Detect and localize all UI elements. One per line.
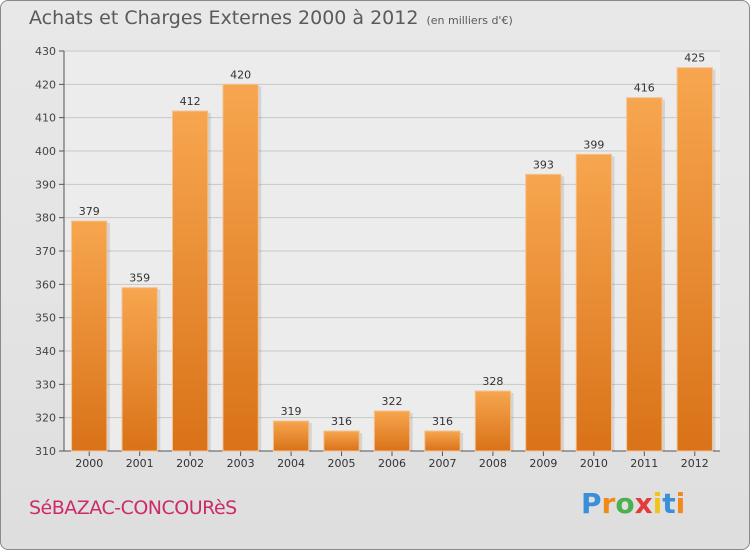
y-tick-label: 350 <box>35 312 56 325</box>
chart-subtitle: (en milliers d'€) <box>426 14 513 27</box>
data-label: 359 <box>129 272 150 285</box>
x-tick-label: 2012 <box>681 457 709 470</box>
town-name: SéBAZAC-CONCOURèS <box>29 497 237 519</box>
y-tick-label: 320 <box>35 412 56 425</box>
x-tick-label: 2005 <box>328 457 356 470</box>
y-tick-label: 390 <box>35 178 56 191</box>
logo-letter: P <box>581 487 602 520</box>
x-tick-label: 2003 <box>227 457 255 470</box>
label-layer: 2000 379 2001 359 2002 412 2003 420 2004 319 2005 3… <box>75 52 709 470</box>
bar-2005 <box>323 430 360 452</box>
chart-title-text: Achats et Charges Externes 2000 à 2012 <box>29 7 419 29</box>
grid-layer <box>64 50 720 452</box>
x-tick-label: 2000 <box>75 457 103 470</box>
y-tick-label: 310 <box>35 445 56 458</box>
data-label: 393 <box>533 158 554 171</box>
data-label: 412 <box>180 95 201 108</box>
bar-2010 <box>575 153 613 452</box>
proxiti-logo[interactable]: Proxiti <box>581 487 685 520</box>
y-tick-label: 410 <box>35 112 56 125</box>
x-tick-label: 2008 <box>479 457 507 470</box>
logo-letter: i <box>675 487 686 520</box>
bar-2000 <box>71 220 108 452</box>
y-tick-label: 330 <box>35 378 56 391</box>
y-tick-label: 400 <box>35 145 56 158</box>
data-label: 328 <box>482 375 503 388</box>
x-tick-label: 2002 <box>176 457 204 470</box>
logo-letter: r <box>601 487 616 520</box>
bar-2003 <box>222 83 259 452</box>
x-tick-label: 2004 <box>277 457 305 470</box>
bar-2009 <box>525 173 562 452</box>
y-tick-label: 420 <box>35 78 56 91</box>
y-tick-label: 340 <box>35 345 56 358</box>
bar-2012 <box>676 67 713 452</box>
logo-letter: x <box>634 487 653 520</box>
y-tick-label: 380 <box>35 212 56 225</box>
data-label: 322 <box>382 395 403 408</box>
data-label: 425 <box>684 52 705 65</box>
y-tick-label: 360 <box>35 278 56 291</box>
x-tick-label: 2011 <box>630 457 658 470</box>
data-label: 420 <box>230 68 251 81</box>
bar-layer <box>71 67 716 452</box>
y-tick-label: 430 <box>35 45 56 58</box>
bar-2011 <box>626 97 663 452</box>
bar-2006 <box>373 410 411 452</box>
bar-2008 <box>474 390 512 452</box>
data-label: 399 <box>583 138 604 151</box>
x-tick-label: 2009 <box>529 457 557 470</box>
x-tick-label: 2006 <box>378 457 406 470</box>
logo-letter: i <box>652 487 663 520</box>
x-tick-label: 2010 <box>580 457 608 470</box>
x-tick-label: 2007 <box>428 457 456 470</box>
y-tick-label: 370 <box>35 245 56 258</box>
data-label: 316 <box>432 415 453 428</box>
bar-2007 <box>424 430 461 452</box>
data-label: 319 <box>281 405 302 418</box>
x-tick-label: 2001 <box>126 457 154 470</box>
chart-title: Achats et Charges Externes 2000 à 2012 (e… <box>29 7 513 29</box>
logo-letter: o <box>615 487 635 520</box>
bar-2001 <box>121 287 158 452</box>
data-label: 416 <box>634 82 655 95</box>
bar-2004 <box>272 420 310 452</box>
logo-letter: t <box>662 487 676 520</box>
bar-2002 <box>171 110 209 452</box>
data-label: 379 <box>79 205 100 218</box>
data-label: 316 <box>331 415 352 428</box>
